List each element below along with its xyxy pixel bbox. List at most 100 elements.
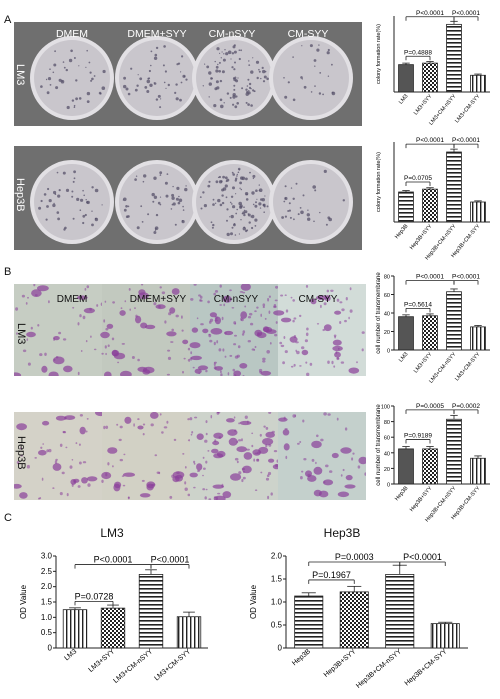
migrated-cell (239, 363, 248, 369)
p-value-label: P<0.0001 (452, 137, 480, 144)
p-value-label: P<0.0001 (452, 10, 480, 17)
migrated-cell (136, 298, 139, 301)
migrated-cell (293, 317, 297, 320)
colony-dot (52, 203, 56, 208)
migrated-cell (214, 319, 218, 322)
transwell-fields-lm3 (10, 283, 366, 379)
colony-dot (238, 201, 242, 206)
p-value-label: P=0.0005 (416, 403, 444, 410)
colony-dot (53, 190, 57, 195)
colony-dot (164, 70, 167, 73)
migrated-cell (101, 352, 104, 355)
migrated-cell (301, 470, 304, 473)
colony-dot (256, 198, 258, 200)
migrated-cell (228, 437, 238, 446)
migrated-cell (327, 360, 330, 364)
migrated-cell (105, 327, 109, 331)
migrated-cell (181, 329, 184, 332)
colony-dot (86, 100, 90, 103)
migrated-cell (303, 458, 307, 461)
colony-dot (223, 102, 225, 104)
migrated-cell (55, 415, 66, 421)
culture-dish (34, 40, 110, 116)
migrated-cell (213, 432, 224, 439)
colony-dot (175, 197, 179, 201)
colony-dot (231, 171, 234, 174)
migrated-cell (337, 491, 350, 498)
colony-dot (82, 189, 84, 192)
colony-dot (258, 68, 260, 71)
migrated-cell (79, 426, 86, 435)
colony-dot (252, 177, 255, 180)
migrated-cell (251, 432, 254, 435)
migrated-cell (37, 285, 49, 292)
migrated-cell (52, 463, 62, 471)
migrated-cell (196, 433, 204, 440)
migrated-cell (213, 361, 217, 364)
colony-dot (290, 187, 293, 189)
colony-dot (313, 220, 315, 223)
colony-dot (220, 104, 224, 109)
colony-dot (216, 47, 220, 51)
colony-dot (237, 77, 239, 79)
migrated-cell (64, 415, 76, 420)
row-label-lm3: LM3 (14, 64, 26, 86)
migrated-cell (138, 289, 146, 296)
migrated-cell (254, 345, 257, 349)
colony-dot (181, 55, 184, 58)
colony-dot (84, 213, 87, 217)
colony-dot (234, 76, 237, 79)
colony-dot (53, 202, 55, 205)
migrated-cell (236, 460, 239, 464)
migrated-cell (292, 299, 296, 302)
colony-dot (232, 205, 236, 209)
colony-dot (250, 104, 253, 107)
migrated-cell (213, 453, 224, 459)
migrated-cell (93, 348, 97, 351)
colony-dot (151, 192, 155, 197)
colony-dot (200, 207, 203, 210)
category-label: Hep3B+CM-nSYY (355, 648, 403, 690)
colony-dot (210, 221, 213, 224)
migrated-cell (182, 339, 189, 345)
colony-dot (75, 79, 78, 82)
migrated-cell (352, 452, 355, 455)
colony-plates-hep3b (14, 146, 362, 250)
colony-dot (70, 49, 73, 53)
migrated-cell (262, 360, 266, 363)
colony-dot (231, 66, 234, 69)
colony-dot (232, 103, 235, 106)
colony-dot (167, 83, 170, 87)
colony-dot (63, 66, 66, 69)
colony-dot (224, 49, 226, 51)
migrated-cell (322, 479, 334, 486)
migrated-cell (344, 484, 356, 489)
migrated-cell (345, 297, 348, 301)
colony-dot (239, 204, 243, 208)
migrated-cell (34, 457, 37, 459)
migrated-cell (120, 307, 123, 310)
y-tick-label: 0 (278, 644, 283, 653)
colony-dot (47, 187, 50, 191)
colony-dot (226, 219, 228, 222)
migrated-cell (358, 456, 368, 465)
migrated-cell (253, 458, 256, 462)
migrated-cell (333, 365, 336, 368)
p-value-label: P=0.0002 (452, 403, 480, 410)
migrated-cell (182, 453, 185, 455)
migrated-cell (316, 434, 319, 438)
colony-dot (157, 201, 161, 205)
colony-dot (327, 75, 330, 77)
colony-dot (225, 196, 228, 199)
migrated-cell (205, 488, 208, 491)
migrated-cell (16, 461, 20, 464)
bar (398, 316, 414, 351)
migrated-cell (19, 492, 28, 499)
migrated-cell (306, 372, 310, 377)
transwell-field (190, 412, 278, 500)
colony-dot (64, 226, 67, 230)
colony-dot (318, 44, 320, 46)
migrated-cell (325, 464, 329, 468)
